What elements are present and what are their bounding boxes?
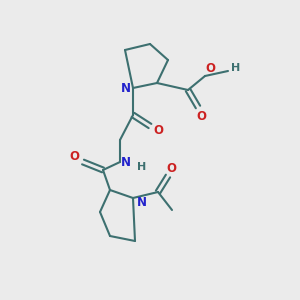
Text: O: O <box>196 110 206 122</box>
Text: O: O <box>205 62 215 76</box>
Text: N: N <box>121 82 131 95</box>
Text: O: O <box>166 161 176 175</box>
Text: H: H <box>137 162 147 172</box>
Text: O: O <box>69 151 79 164</box>
Text: O: O <box>153 124 163 137</box>
Text: N: N <box>121 157 131 169</box>
Text: N: N <box>137 196 147 208</box>
Text: H: H <box>231 63 241 73</box>
